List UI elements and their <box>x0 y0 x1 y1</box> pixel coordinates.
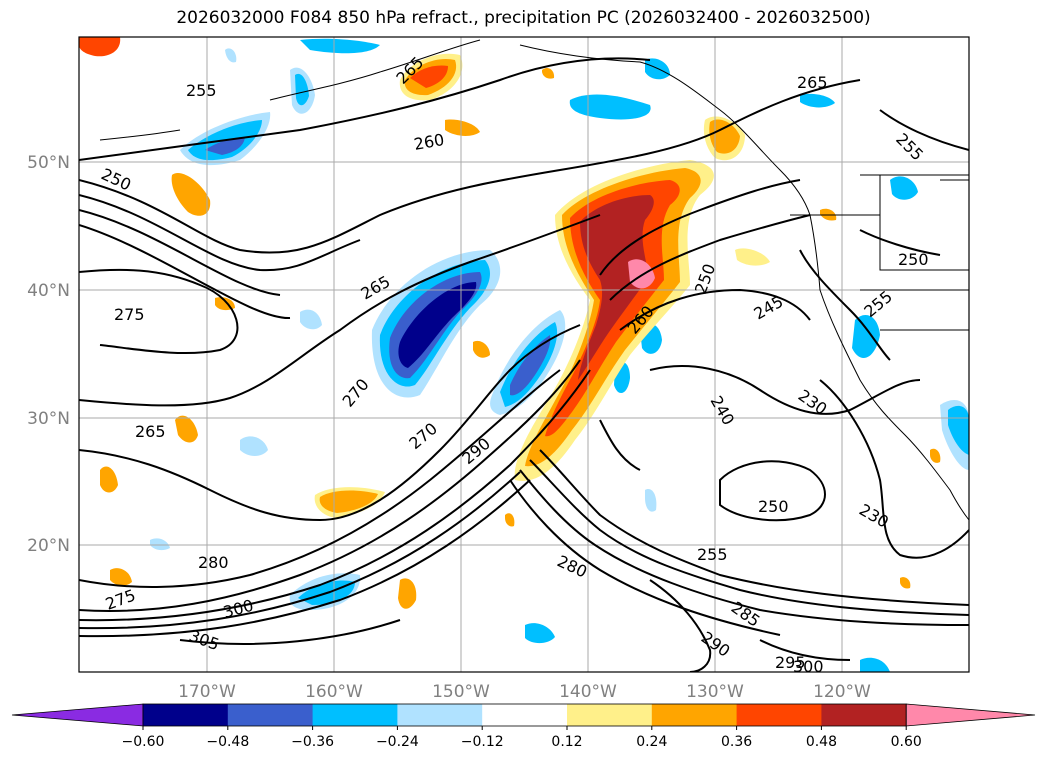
colorbar-frame <box>142 703 907 727</box>
figure-title: 2026032000 F084 850 hPa refract., precip… <box>176 8 871 28</box>
contour-label: 250 <box>758 497 789 516</box>
colorbar-tick-label: 0.48 <box>806 734 837 750</box>
colorbar-tick-label: −0.12 <box>461 734 504 750</box>
latitude-labels: 50°N 40°N 30°N 20°N <box>27 153 70 556</box>
colorbar-swatch <box>143 704 229 726</box>
lon-label-120w: 120°W <box>813 682 871 702</box>
contour-label: 255 <box>186 81 217 100</box>
colorbar-tick-label: −0.24 <box>376 734 419 750</box>
contour-label: 295 <box>775 653 806 672</box>
lat-label-40n: 40°N <box>27 281 70 301</box>
graticule <box>79 37 969 672</box>
colorbar-swatch <box>482 704 568 726</box>
refractivity-contours <box>79 57 969 672</box>
colorbar-swatch <box>736 704 822 726</box>
colorbar-swatch <box>312 704 398 726</box>
lat-label-50n: 50°N <box>27 153 70 173</box>
colorbar-tick-label: 0.36 <box>721 734 752 750</box>
contour-label: 250 <box>898 250 929 269</box>
colorbar-extend-low <box>11 703 144 727</box>
colorbar-swatch <box>821 704 907 726</box>
contour-label: 300 <box>793 657 824 676</box>
longitude-labels: 170°W 160°W 150°W 140°W 130°W 120°W <box>178 682 871 702</box>
colorbar-tick-label: 0.24 <box>636 734 667 750</box>
lat-label-20n: 20°N <box>27 536 70 556</box>
lon-label-140w: 140°W <box>559 682 617 702</box>
lat-label-30n: 30°N <box>27 409 70 429</box>
colorbar-ticks: −0.60 −0.48 −0.36 −0.24 −0.12 0.12 0.24 0.36 0.4… <box>122 726 922 750</box>
positive-anomaly-shading <box>79 37 941 609</box>
contour-label: 255 <box>697 545 728 564</box>
colorbar: −0.60 −0.48 −0.36 −0.24 −0.12 0.12 0.24 0.36 0.4… <box>11 703 1036 750</box>
contour-label: 280 <box>198 553 229 572</box>
lon-label-170w: 170°W <box>178 682 236 702</box>
colorbar-swatches <box>11 703 1036 727</box>
contour-label: 265 <box>797 73 828 92</box>
lon-label-150w: 150°W <box>432 682 490 702</box>
coastlines <box>99 39 969 521</box>
colorbar-tick-label: 0.12 <box>551 734 582 750</box>
lon-label-130w: 130°W <box>686 682 744 702</box>
colorbar-swatch <box>651 704 738 726</box>
map-frame <box>78 36 970 673</box>
colorbar-swatch <box>397 704 483 726</box>
colorbar-tick-label: −0.60 <box>122 734 165 750</box>
colorbar-tick-label: −0.48 <box>206 734 249 750</box>
colorbar-extend-high <box>905 703 1036 727</box>
lon-label-160w: 160°W <box>305 682 363 702</box>
contour-label: 275 <box>114 305 145 324</box>
colorbar-swatch <box>567 704 653 726</box>
colorbar-tick-label: −0.36 <box>291 734 334 750</box>
colorbar-swatch <box>227 704 314 726</box>
contour-label: 265 <box>135 422 166 441</box>
map-area <box>79 37 969 672</box>
colorbar-tick-label: 0.60 <box>891 734 922 750</box>
